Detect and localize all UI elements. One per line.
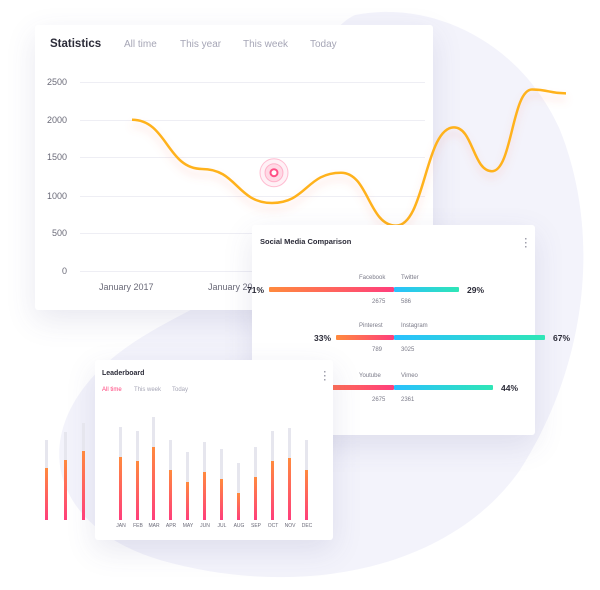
bar-track [237, 463, 240, 520]
x-tick-label: January 2017 [99, 282, 154, 292]
month-label: FEB [133, 523, 143, 529]
more-options-icon[interactable]: · · · [524, 234, 528, 253]
platform-name: Vimeo [401, 373, 418, 379]
leaderboard-bar[interactable] [45, 412, 48, 520]
more-options-icon[interactable]: · · · [323, 367, 327, 386]
gridline [80, 157, 425, 158]
statistics-title: Statistics [50, 38, 102, 50]
percentage-right: 67% [553, 333, 571, 343]
leaderboard-bar[interactable] [64, 412, 67, 520]
leaderboard-bar[interactable] [152, 412, 155, 520]
month-label: MAY [182, 523, 194, 529]
x-tick-label: January 2018 [208, 282, 263, 292]
bar-fill [186, 482, 189, 520]
bar-fill [237, 493, 240, 520]
platform-name: Facebook [359, 275, 386, 281]
bar-fill [136, 461, 139, 520]
percentage-right: 29% [467, 285, 485, 295]
bar-fill [203, 472, 206, 520]
comparison-bar-right [394, 335, 545, 340]
month-label: JUL [217, 523, 227, 529]
comparison-bar-left [336, 335, 394, 340]
month-label: OCT [267, 523, 279, 529]
platform-count: 789 [372, 347, 383, 353]
bar-fill [220, 479, 223, 520]
bar-fill [169, 470, 172, 520]
comparison-bar-right [394, 385, 493, 390]
gridline [80, 120, 425, 121]
month-label: JUN [200, 523, 210, 529]
tab-this-year[interactable]: This year [180, 39, 222, 50]
leaderboard-bar[interactable] [254, 412, 257, 520]
leaderboard-bar[interactable] [119, 412, 122, 520]
leaderboard-bar[interactable] [305, 412, 308, 520]
leaderboard-bar[interactable] [82, 412, 85, 520]
platform-count: 586 [401, 299, 412, 305]
bar-fill [82, 451, 85, 520]
leaderboard-card: Leaderboard All time This week Today · · ·… [95, 360, 333, 540]
bar-fill [152, 447, 155, 520]
y-tick-label: 1500 [46, 152, 67, 162]
leaderboard-bar[interactable] [288, 412, 291, 520]
month-label: AUG [233, 523, 245, 529]
platform-count: 2675 [372, 299, 386, 305]
bar-fill [254, 477, 257, 520]
y-tick-label: 500 [51, 228, 67, 238]
month-label: APR [165, 523, 177, 529]
platform-count: 3025 [401, 347, 415, 353]
y-tick-label: 2500 [46, 77, 67, 87]
platform-name: Instagram [401, 323, 428, 329]
platform-name: Youtube [359, 373, 381, 379]
leaderboard-bar[interactable] [237, 412, 240, 520]
tab-today[interactable]: Today [172, 387, 189, 393]
bar-fill [271, 461, 274, 520]
month-label: JAN [116, 523, 126, 529]
platform-count: 2675 [372, 397, 386, 403]
comparison-bar-left [295, 385, 394, 390]
leaderboard-title: Leaderboard [102, 370, 145, 377]
bar-fill [288, 458, 291, 520]
platform-name: Pinterest [359, 323, 383, 329]
month-label: MAR [148, 523, 160, 529]
tab-all-time[interactable]: All time [102, 387, 122, 393]
gridline [80, 196, 425, 197]
month-label: DEC [301, 523, 313, 529]
leaderboard-bar[interactable] [220, 412, 223, 520]
tab-this-week[interactable]: This week [243, 39, 289, 50]
tab-this-week[interactable]: This week [134, 387, 162, 393]
gridline [80, 82, 425, 83]
bar-fill [305, 470, 308, 520]
leaderboard-bar[interactable] [169, 412, 172, 520]
platform-count: 2361 [401, 397, 415, 403]
platform-name: Twitter [401, 275, 419, 281]
month-label: NOV [284, 523, 296, 529]
leaderboard-bar[interactable] [203, 412, 206, 520]
social-media-title: Social Media Comparison [260, 237, 352, 246]
y-tick-label: 1000 [46, 191, 67, 201]
bar-fill [119, 457, 122, 520]
percentage-left: 33% [314, 333, 332, 343]
leaderboard-bar[interactable] [271, 412, 274, 520]
comparison-bar-right [394, 287, 459, 292]
leaderboard-bar[interactable] [136, 412, 139, 520]
bar-fill [45, 468, 48, 520]
bar-fill [64, 460, 67, 520]
y-tick-label: 2000 [46, 115, 67, 125]
tab-today[interactable]: Today [310, 39, 337, 50]
percentage-left: 71% [247, 285, 265, 295]
month-label: SEP [250, 523, 261, 529]
y-tick-label: 0 [61, 266, 67, 276]
tab-all-time[interactable]: All time [124, 39, 157, 50]
comparison-bar-left [269, 287, 394, 292]
percentage-right: 44% [501, 383, 519, 393]
leaderboard-bar[interactable] [186, 412, 189, 520]
